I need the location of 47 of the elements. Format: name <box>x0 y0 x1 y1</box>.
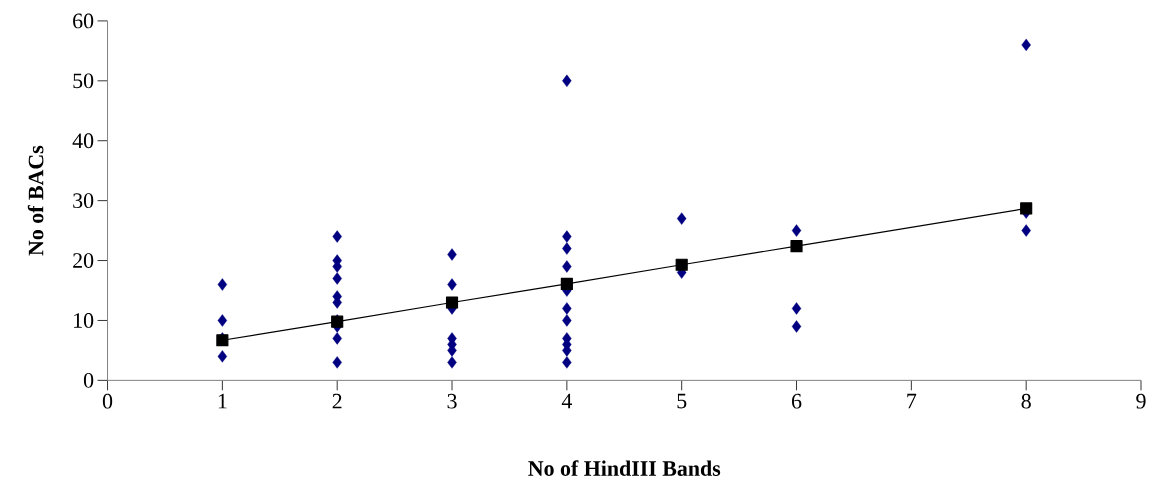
x-tick-label: 8 <box>1021 393 1031 409</box>
point <box>562 314 572 327</box>
point <box>791 302 802 315</box>
point <box>791 320 802 333</box>
point <box>562 302 572 315</box>
point <box>217 314 228 327</box>
point <box>791 224 802 237</box>
point <box>332 356 342 369</box>
point <box>447 248 457 261</box>
point <box>562 356 572 369</box>
point <box>217 278 228 291</box>
x-tick-label: 1 <box>218 393 227 409</box>
y-tick-label: 20 <box>73 253 94 268</box>
x-tick-label: 2 <box>332 393 342 409</box>
y-tick-label: 10 <box>74 313 94 328</box>
y-tick-label: 50 <box>73 73 94 89</box>
point <box>447 278 457 291</box>
x-axis-title: No of HindIII Bands <box>528 460 721 476</box>
x-tick-label: 5 <box>677 393 687 409</box>
point <box>790 240 803 253</box>
point <box>562 260 572 273</box>
point <box>1021 224 1031 237</box>
point <box>445 296 459 309</box>
x-tick-label: 4 <box>561 393 572 409</box>
y-tick-label: 0 <box>83 373 94 388</box>
x-tick-label: 0 <box>102 393 113 409</box>
x-tick-label: 3 <box>447 393 457 409</box>
y-tick-label: 30 <box>73 193 94 209</box>
point <box>560 277 573 291</box>
point <box>217 350 228 363</box>
point <box>332 272 342 285</box>
point <box>562 74 572 88</box>
y-axis-title: No of BACs <box>27 145 44 256</box>
point <box>562 242 572 255</box>
point <box>447 356 457 369</box>
point <box>332 332 342 345</box>
point <box>332 230 342 243</box>
point <box>562 230 572 243</box>
point <box>1021 38 1031 52</box>
x-tick-label: 9 <box>1136 393 1146 409</box>
point <box>677 212 687 225</box>
point <box>675 258 688 271</box>
y-tick-label: 60 <box>73 13 94 29</box>
point <box>1020 202 1033 215</box>
x-tick-label: 6 <box>791 393 802 409</box>
x-tick-label: 7 <box>907 393 917 409</box>
y-tick-label: 40 <box>72 133 94 149</box>
